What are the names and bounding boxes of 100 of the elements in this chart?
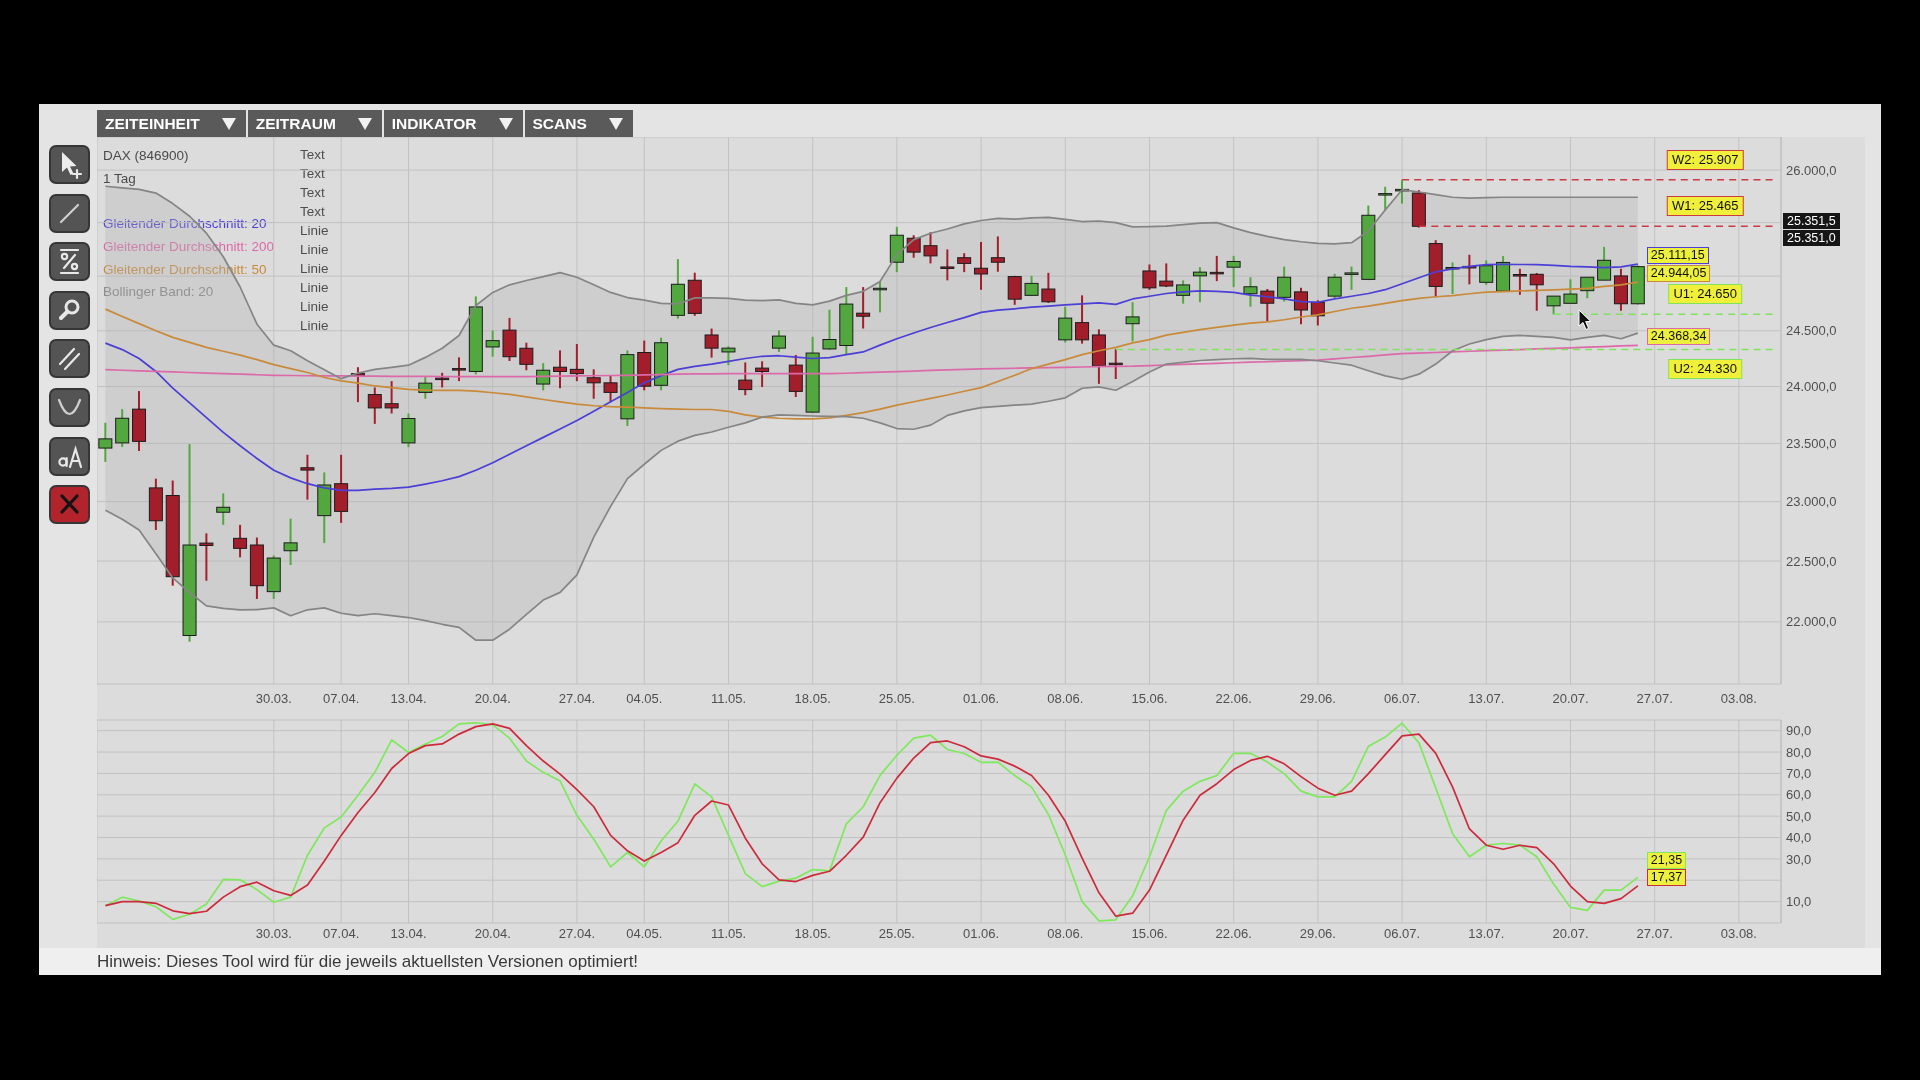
candlestick <box>1243 276 1258 308</box>
candlestick <box>1546 295 1561 316</box>
candlestick <box>519 341 534 372</box>
y-tick-label: 40,0 <box>1786 830 1812 846</box>
x-tick-label: 07.04. <box>323 691 360 707</box>
y-tick-label: 10,0 <box>1786 894 1812 910</box>
y-tick-label: 70,0 <box>1786 766 1812 782</box>
candlestick <box>755 360 770 388</box>
line-series <box>104 332 1639 642</box>
annotation: Linie <box>300 261 329 276</box>
x-tick-label: 30.03. <box>255 691 292 707</box>
category-label: ZEITEINHEIT <box>105 114 200 133</box>
x-tick-label: 06.07. <box>1384 926 1421 942</box>
candlestick <box>1563 278 1578 305</box>
y-tick-label: 90,0 <box>1786 723 1812 739</box>
candlestick <box>990 235 1005 273</box>
candlestick <box>1041 271 1056 304</box>
annotation: Linie <box>300 299 329 314</box>
candlestick <box>1192 266 1207 304</box>
x-tick-label: 20.04. <box>474 691 511 707</box>
candlestick <box>738 361 753 397</box>
x-tick-label: 11.05. <box>710 926 747 942</box>
annotation: Text <box>300 166 325 181</box>
x-tick-label: 22.06. <box>1215 691 1252 707</box>
y-tick-label: 24.500,0 <box>1786 323 1837 339</box>
x-tick-label: 25.05. <box>878 691 915 707</box>
y-tick-label: 23.500,0 <box>1786 436 1837 452</box>
candlestick <box>586 368 601 400</box>
candlestick <box>199 532 214 582</box>
x-tick-label: 27.07. <box>1636 691 1673 707</box>
candlestick <box>923 231 938 265</box>
x-tick-label: 07.04. <box>323 926 360 942</box>
data-label: 25.111,15 <box>1650 248 1705 263</box>
candlestick <box>1058 305 1073 344</box>
text: 25.351,0 <box>1787 231 1836 245</box>
x-tick-label: 15.06. <box>1131 691 1168 707</box>
x-tick-label: 27.07. <box>1636 926 1673 942</box>
x-tick-label: 13.04. <box>390 926 427 942</box>
x-tick-label: 01.06. <box>963 691 1000 707</box>
x-tick-label: 04.05. <box>626 691 663 707</box>
category-label: ZEITRAUM <box>255 114 336 133</box>
candlestick <box>451 356 466 383</box>
candlestick <box>1125 301 1140 343</box>
x-tick-label: 15.06. <box>1131 926 1168 942</box>
y-tick-label: 30,0 <box>1786 851 1812 867</box>
data-label: W1: 25.465 <box>1671 198 1739 214</box>
candlestick <box>569 343 584 383</box>
dropdown-button: ZEITEINHEIT <box>97 110 246 137</box>
candlestick <box>1209 254 1224 283</box>
text: Hinweis: Dieses Tool wird für die jeweils aktuellsten Versionen optimiert! <box>97 952 639 971</box>
series-label: Bollinger Band: 20 <box>103 284 214 300</box>
x-tick-label: 27.04. <box>558 926 596 942</box>
candlestick <box>283 517 298 567</box>
data-label: U2: 24.330 <box>1673 360 1738 376</box>
candlestick <box>1344 265 1359 291</box>
x-tick-label: 08.06. <box>1047 691 1084 707</box>
candlestick <box>822 308 837 352</box>
y-tick-label: 23.000,0 <box>1786 494 1837 510</box>
candlestick <box>1479 259 1494 286</box>
candlestick <box>1378 185 1393 211</box>
x-tick-label: 20.04. <box>474 926 511 942</box>
data-label: W2: 25.907 <box>1671 151 1739 167</box>
candlestick <box>957 252 972 274</box>
candlestick <box>1142 263 1157 291</box>
y-tick-label: 50,0 <box>1786 808 1812 824</box>
x-tick-label: 03.08. <box>1720 926 1757 942</box>
x-tick-label: 20.07. <box>1552 926 1589 942</box>
candlestick <box>1597 245 1612 282</box>
y-tick-label: 24.000,0 <box>1786 379 1837 395</box>
candlestick <box>367 386 382 425</box>
data-label: 24.944,05 <box>1650 266 1707 281</box>
data-label: 17,37 <box>1650 869 1683 884</box>
y-tick-label: 22.500,0 <box>1786 553 1837 569</box>
candlestick <box>1293 286 1308 326</box>
dropdown-button: INDIKATOR <box>383 110 523 137</box>
category-label: INDIKATOR <box>391 114 477 133</box>
candlestick <box>1260 287 1275 323</box>
line-series <box>104 185 1639 380</box>
x-tick-label: 18.05. <box>794 691 831 707</box>
y-tick-label: 26.000,0 <box>1786 162 1837 178</box>
x-tick-label: 13.07. <box>1468 691 1505 707</box>
annotation: Text <box>300 185 325 200</box>
text: 1 Tag <box>103 170 136 186</box>
x-tick-label: 22.06. <box>1215 926 1252 942</box>
candlestick <box>974 240 989 291</box>
x-tick-label: 06.07. <box>1384 691 1421 707</box>
data-label: 21,35 <box>1650 852 1683 867</box>
candlestick <box>1512 267 1527 296</box>
candlestick <box>771 329 786 353</box>
candlestick <box>940 248 955 282</box>
x-tick-label: 08.06. <box>1047 926 1084 942</box>
category-label: SCANS <box>532 114 587 133</box>
x-tick-label: 27.04. <box>558 691 596 707</box>
y-tick-label: 80,0 <box>1786 744 1812 760</box>
x-tick-label: 29.06. <box>1299 926 1336 942</box>
candlestick <box>1277 265 1292 303</box>
candlestick <box>300 453 315 501</box>
x-tick-label: 03.08. <box>1720 691 1757 707</box>
annotation: Linie <box>300 242 329 257</box>
candlestick <box>1007 274 1022 306</box>
